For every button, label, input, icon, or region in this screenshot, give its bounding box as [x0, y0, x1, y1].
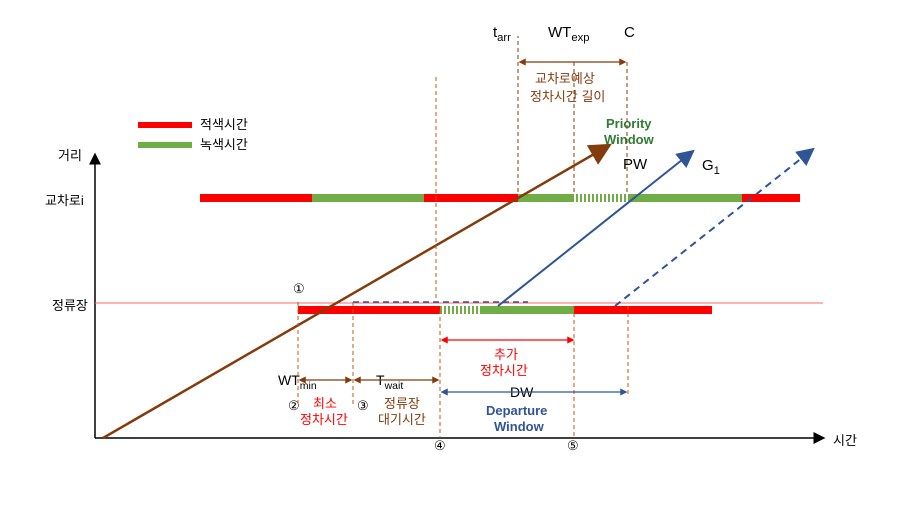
diagram-svg — [0, 0, 897, 507]
